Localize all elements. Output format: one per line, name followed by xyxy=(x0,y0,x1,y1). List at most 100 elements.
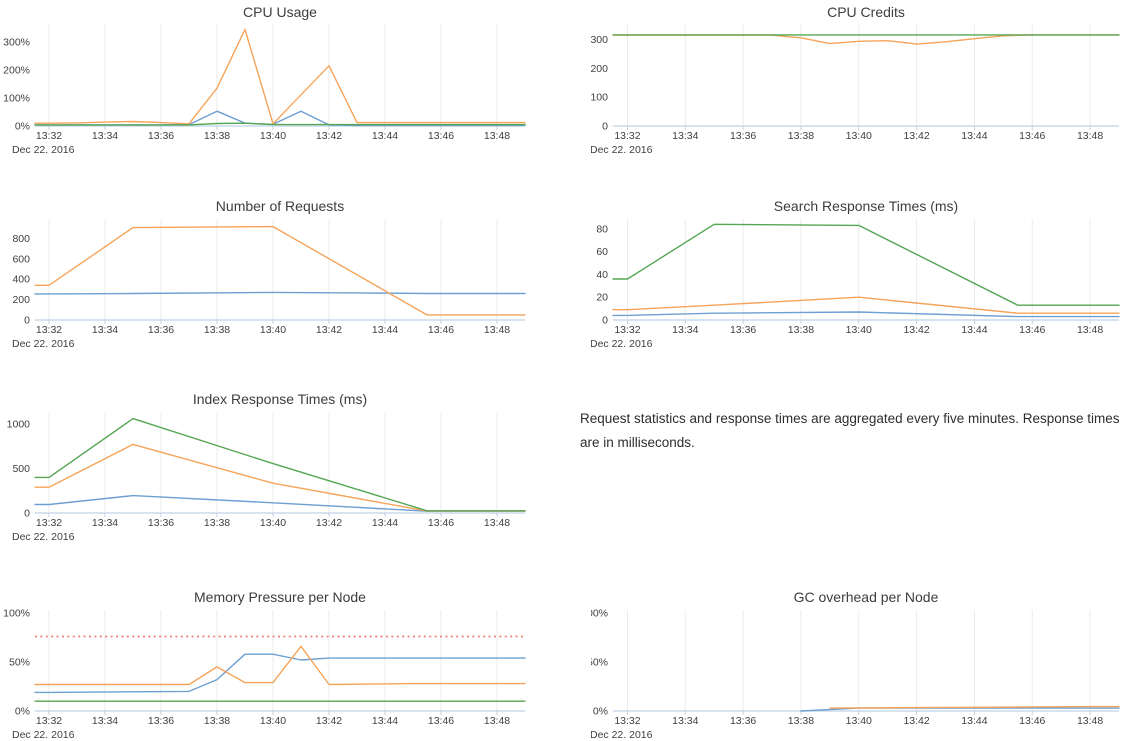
x-tick-label: 13:44 xyxy=(961,715,987,727)
cpu-credits-canvas[interactable]: 0 100 200 300 13:32 13:34 13:36 13:38 13:40 13:42… xyxy=(591,0,1131,156)
y-tick-label: 100% xyxy=(3,93,30,105)
x-tick-label: 13:32 xyxy=(614,324,640,336)
chart-cpu-credits[interactable]: 0 100 200 300 13:32 13:34 13:36 13:38 13:40 13:42… xyxy=(591,0,1131,156)
date-label: Dec 22. 2016 xyxy=(591,338,653,350)
x-tick-label: 13:48 xyxy=(1077,324,1103,336)
x-tick-label: 13:38 xyxy=(788,324,814,336)
y-tick-label: 400 xyxy=(12,274,30,286)
series-line-blue xyxy=(34,291,526,295)
x-tick-label: 13:32 xyxy=(614,715,640,727)
x-tick-label: 13:36 xyxy=(730,324,756,336)
chart-title: CPU Credits xyxy=(827,4,905,20)
x-tick-label: 13:36 xyxy=(148,715,174,727)
chart-title: Number of Requests xyxy=(216,198,344,214)
series-line-orange xyxy=(34,645,526,686)
gc-overhead-per-node-canvas[interactable]: 0% 50% 100% 13:32 13:34 13:36 13:38 13:40 13:42 1… xyxy=(591,585,1131,741)
cpu-usage-canvas[interactable]: 0% 100% 200% 300% 13:32 13:34 13:36 13:38 13:40 1… xyxy=(0,0,540,156)
series-line-blue xyxy=(34,494,526,512)
x-tick-label: 13:46 xyxy=(1019,130,1045,142)
x-tick-label: 13:40 xyxy=(846,130,872,142)
x-tick-label: 13:38 xyxy=(204,715,230,727)
x-tick-label: 13:42 xyxy=(316,324,342,336)
x-tick-label: 13:32 xyxy=(614,130,640,142)
date-label: Dec 22. 2016 xyxy=(12,338,75,350)
x-tick-label: 13:40 xyxy=(260,130,286,142)
x-tick-label: 13:46 xyxy=(428,715,454,727)
x-tick-label: 13:32 xyxy=(36,517,62,529)
x-tick-label: 13:44 xyxy=(372,130,398,142)
y-tick-label: 200 xyxy=(591,63,608,75)
x-tick-label: 13:32 xyxy=(36,130,62,142)
x-tick-label: 13:42 xyxy=(316,517,342,529)
x-tick-label: 13:48 xyxy=(484,715,510,727)
x-tick-label: 13:34 xyxy=(92,517,118,529)
memory-pressure-per-node-canvas[interactable]: 0% 50% 100% 13:32 13:34 13:36 13:38 13:40 13:42 1… xyxy=(0,585,540,741)
x-tick-label: 13:38 xyxy=(204,130,230,142)
y-tick-label: 800 xyxy=(12,233,30,245)
chart-title: Memory Pressure per Node xyxy=(194,589,366,605)
y-tick-label: 600 xyxy=(12,253,30,265)
chart-search-response-times[interactable]: 0 20 40 60 80 13:32 13:34 13:36 13:38 13:40 13:42 1… xyxy=(591,194,1131,350)
series-line-orange xyxy=(829,705,1120,709)
y-tick-label: 300% xyxy=(3,37,30,49)
chart-gc-overhead-per-node[interactable]: 0% 50% 100% 13:32 13:34 13:36 13:38 13:40 13:42 1… xyxy=(591,585,1131,741)
x-tick-label: 13:34 xyxy=(92,324,118,336)
y-tick-label: 0% xyxy=(15,706,30,718)
chart-number-of-requests[interactable]: 0 200 400 600 800 13:32 13:34 13:36 13:38 13:40 13… xyxy=(0,194,540,350)
y-tick-label: 0 xyxy=(602,315,608,327)
chart-index-response-times[interactable]: 0 500 1000 13:32 13:34 13:36 13:38 13:40 13:42 13… xyxy=(0,387,540,543)
series-line-orange xyxy=(612,34,1120,45)
x-tick-label: 13:42 xyxy=(903,715,929,727)
x-tick-label: 13:36 xyxy=(148,517,174,529)
x-tick-label: 13:48 xyxy=(484,130,510,142)
x-tick-label: 13:36 xyxy=(730,715,756,727)
aggregation-note: Request statistics and response times ar… xyxy=(580,411,1120,450)
y-tick-label: 0 xyxy=(24,315,30,327)
x-tick-label: 13:34 xyxy=(672,130,698,142)
y-tick-label: 0% xyxy=(15,121,30,133)
y-tick-label: 40 xyxy=(596,269,608,281)
series-line-orange xyxy=(34,28,526,125)
x-tick-label: 13:44 xyxy=(372,715,398,727)
chart-memory-pressure-per-node[interactable]: 0% 50% 100% 13:32 13:34 13:36 13:38 13:40 13:42 1… xyxy=(0,585,540,741)
x-tick-label: 13:40 xyxy=(846,715,872,727)
x-tick-label: 13:48 xyxy=(1077,715,1103,727)
x-tick-label: 13:42 xyxy=(316,130,342,142)
x-tick-label: 13:34 xyxy=(92,715,118,727)
y-tick-label: 300 xyxy=(591,34,608,46)
x-tick-label: 13:34 xyxy=(672,715,698,727)
y-tick-label: 80 xyxy=(596,223,608,235)
y-tick-label: 0% xyxy=(593,706,608,718)
x-tick-label: 13:44 xyxy=(372,324,398,336)
y-tick-label: 100% xyxy=(3,608,30,620)
date-label: Dec 22. 2016 xyxy=(12,144,75,156)
y-tick-label: 20 xyxy=(596,292,608,304)
x-tick-label: 13:44 xyxy=(961,130,987,142)
y-tick-label: 1000 xyxy=(7,418,31,430)
y-tick-label: 0 xyxy=(24,508,30,520)
series-line-green xyxy=(612,223,1120,306)
y-tick-label: 200% xyxy=(3,65,30,77)
x-tick-label: 13:46 xyxy=(1019,715,1045,727)
x-tick-label: 13:38 xyxy=(204,517,230,529)
number-of-requests-canvas[interactable]: 0 200 400 600 800 13:32 13:34 13:36 13:38 13:40 13… xyxy=(0,194,540,350)
x-tick-label: 13:36 xyxy=(148,324,174,336)
x-tick-label: 13:34 xyxy=(92,130,118,142)
y-tick-label: 100 xyxy=(591,92,608,104)
x-tick-label: 13:46 xyxy=(428,324,454,336)
chart-cpu-usage[interactable]: 0% 100% 200% 300% 13:32 13:34 13:36 13:38 13:40 1… xyxy=(0,0,540,156)
x-tick-label: 13:32 xyxy=(36,715,62,727)
x-tick-label: 13:38 xyxy=(204,324,230,336)
x-tick-label: 13:40 xyxy=(260,517,286,529)
x-tick-label: 13:46 xyxy=(428,517,454,529)
search-response-times-canvas[interactable]: 0 20 40 60 80 13:32 13:34 13:36 13:38 13:40 13:42 1… xyxy=(591,194,1131,350)
x-tick-label: 13:48 xyxy=(1077,130,1103,142)
series-line-orange xyxy=(34,443,526,512)
series-line-green xyxy=(34,122,526,126)
date-label: Dec 22. 2016 xyxy=(591,144,653,156)
chart-title: Search Response Times (ms) xyxy=(774,198,958,214)
series-line-blue xyxy=(34,653,526,694)
x-tick-label: 13:40 xyxy=(260,324,286,336)
index-response-times-canvas[interactable]: 0 500 1000 13:32 13:34 13:36 13:38 13:40 13:42 13… xyxy=(0,387,540,543)
